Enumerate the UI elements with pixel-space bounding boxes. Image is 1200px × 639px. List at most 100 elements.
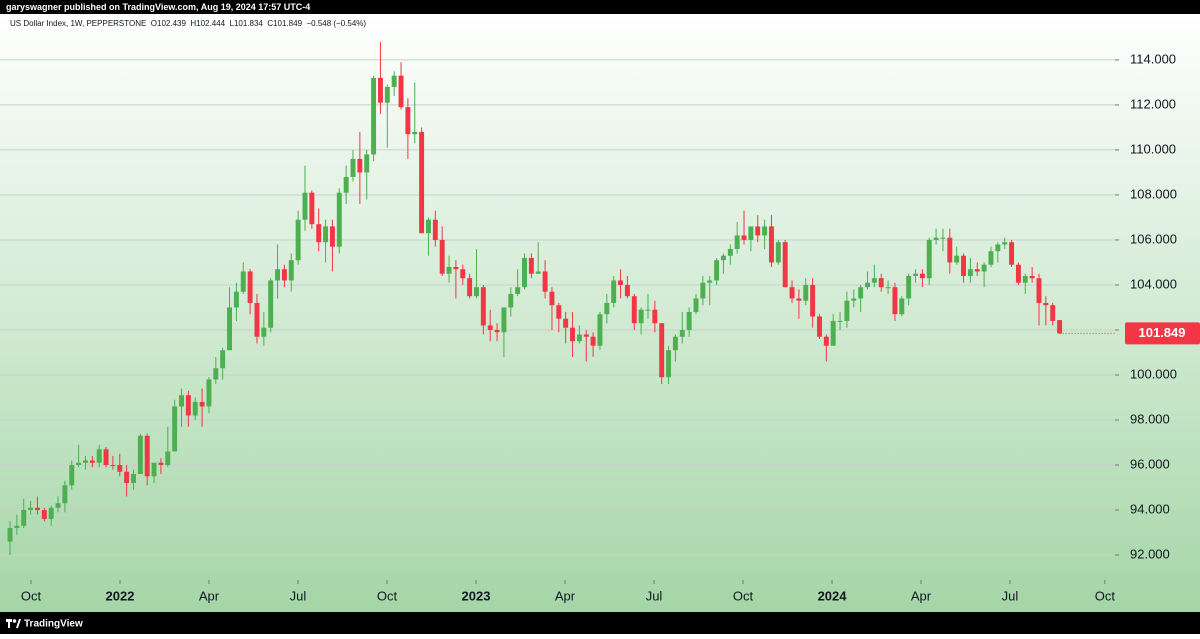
candle-body <box>398 75 404 108</box>
candle-body <box>871 278 877 283</box>
x-tick-label: 2022 <box>106 588 135 603</box>
footer-bar <box>0 612 1200 634</box>
candle-body <box>336 192 342 247</box>
y-tick-label: 100.000 <box>1130 366 1177 381</box>
candle-body <box>679 329 685 337</box>
candle-body <box>748 226 754 240</box>
candle-body <box>124 471 130 484</box>
y-tick-label: 106.000 <box>1130 231 1177 246</box>
candle-body <box>329 226 335 247</box>
candle-body <box>227 307 233 351</box>
candle-body <box>522 257 527 288</box>
candle-body <box>192 401 198 416</box>
candle-body <box>762 226 768 236</box>
candle-body <box>583 334 589 337</box>
y-tick-label: 108.000 <box>1130 186 1177 201</box>
candle-body <box>906 275 912 299</box>
candle-body <box>48 507 54 520</box>
candle-body <box>672 336 678 351</box>
candle-body <box>158 462 164 465</box>
candle-body <box>995 244 1001 252</box>
candle-body <box>69 464 75 486</box>
candle-body <box>700 282 706 299</box>
candle-body <box>350 158 356 177</box>
candle-body <box>76 462 82 465</box>
brand: TradingView <box>24 619 83 630</box>
x-tick-label: Oct <box>21 588 42 603</box>
x-tick-label: 2024 <box>818 588 848 603</box>
candle-body <box>309 192 315 225</box>
candle-body <box>528 257 534 274</box>
candle-body <box>302 192 308 220</box>
y-tick-label: 92.000 <box>1130 546 1170 561</box>
y-tick-label: 114.000 <box>1130 51 1176 66</box>
x-tick-label: Jul <box>1002 588 1019 603</box>
candle-body <box>768 226 774 263</box>
candle-body <box>1022 275 1028 283</box>
candle-body <box>638 309 644 324</box>
candle-body <box>432 219 438 240</box>
candle-body <box>384 86 390 103</box>
candle-body <box>590 336 596 346</box>
candle-body <box>288 260 294 281</box>
x-tick-label: Jul <box>646 588 663 603</box>
candle-body <box>281 269 287 281</box>
candle-body <box>631 296 637 324</box>
candle-body <box>391 75 397 87</box>
candle-body <box>837 320 843 322</box>
candle-body <box>947 237 953 263</box>
candle-body <box>199 401 205 407</box>
candle-body <box>570 327 575 342</box>
candle-body <box>185 395 191 416</box>
y-tick-label: 110.000 <box>1130 141 1176 156</box>
candle-body <box>645 309 651 311</box>
x-tick-label: Oct <box>377 588 398 603</box>
candle-body <box>467 278 473 297</box>
candle-body <box>961 255 967 276</box>
candle-body <box>110 464 116 466</box>
candle-body <box>316 224 322 243</box>
candle-body <box>14 525 20 529</box>
candle-body <box>233 291 239 308</box>
candle-body <box>151 462 157 477</box>
candle-body <box>576 334 582 342</box>
candle-body <box>103 449 109 465</box>
candle-body <box>666 350 672 378</box>
candle-body <box>1057 320 1063 334</box>
candle-body <box>117 464 123 472</box>
candle-body <box>1009 242 1015 265</box>
candle-body <box>1050 305 1056 321</box>
candle-body <box>439 239 445 274</box>
candle-body <box>817 316 822 337</box>
candle-body <box>892 287 898 315</box>
candle-body <box>933 237 939 240</box>
candle-body <box>803 284 809 301</box>
last-price-label: 101.849 <box>1139 325 1186 340</box>
candle-body <box>508 293 514 308</box>
candle-body <box>1015 264 1021 283</box>
x-tick-label: Apr <box>555 588 576 603</box>
candle-body <box>275 269 281 281</box>
candle-body <box>885 287 891 289</box>
x-tick-label: Apr <box>199 588 220 603</box>
candle-body <box>535 271 541 274</box>
candle-body <box>727 248 733 256</box>
candle-body <box>652 309 658 324</box>
candle-body <box>686 311 692 330</box>
candle-body <box>1029 275 1035 279</box>
candle-body <box>480 287 486 326</box>
candle-body <box>254 302 260 337</box>
candle-body <box>34 507 40 511</box>
brand-logo <box>6 619 21 628</box>
candle-body <box>714 260 720 281</box>
candle-body <box>131 474 136 484</box>
candle-body <box>563 318 569 328</box>
candle-body <box>967 269 973 276</box>
candle-body <box>981 264 987 272</box>
candle-body <box>851 298 857 301</box>
candle-body <box>28 507 34 511</box>
candle-body <box>412 131 418 135</box>
candle-body <box>172 406 178 452</box>
x-tick-label: Oct <box>1095 588 1116 603</box>
candle-body <box>377 77 383 103</box>
